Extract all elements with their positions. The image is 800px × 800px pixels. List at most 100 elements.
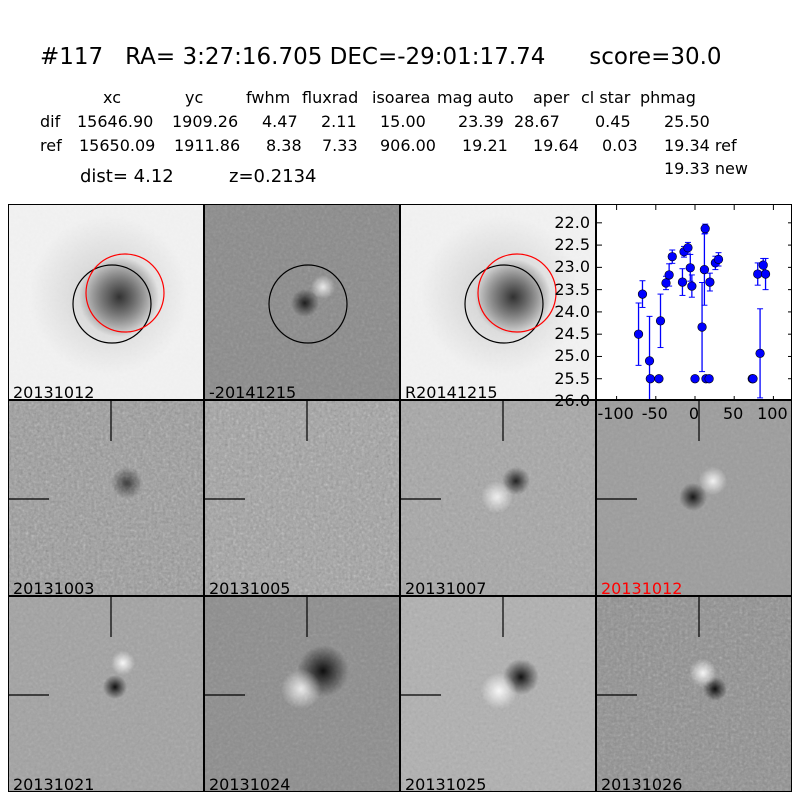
row-label: dif [40, 112, 61, 131]
table-cell: 15650.09 [79, 136, 156, 155]
marker [758, 260, 768, 270]
figure-title: #117 RA= 3:27:16.705 DEC=-29:01:17.74 sc… [40, 44, 722, 70]
table-cell: 906.00 [380, 136, 436, 155]
stamp-date-label: 20131026 [601, 775, 683, 792]
column-header: aper [533, 88, 570, 107]
table-cell: 15.00 [380, 112, 426, 131]
marker [748, 374, 758, 384]
source-blob [421, 215, 581, 375]
table-cell: 2.11 [321, 112, 357, 131]
x-tick-label: -50 [641, 404, 668, 423]
column-header: mag auto [437, 88, 514, 107]
stamp-date-label: 20131007 [405, 579, 487, 596]
y-tick-label: 23.0 [554, 257, 590, 277]
table-cell: 19.64 [533, 136, 579, 155]
x-tick-label: 50 [723, 404, 744, 423]
data-point [664, 263, 674, 287]
source-blob [679, 483, 707, 511]
marker [713, 254, 724, 264]
stamp-date-label: 20131021 [13, 775, 95, 792]
image-stamp: 20131012 [596, 400, 792, 596]
source-blob [103, 675, 127, 699]
image-stamp: 20131007 [400, 400, 596, 596]
table-cell: 0.03 [602, 136, 638, 155]
marker [661, 278, 671, 288]
ref-aperture-circle [85, 253, 165, 333]
stamp-date-label: 20131012 [13, 383, 95, 400]
stamp-date-label: 20131024 [209, 775, 291, 792]
source-blob [481, 481, 513, 513]
table-cell: 1909.26 [172, 112, 239, 131]
marker [683, 243, 693, 253]
data-point [633, 302, 644, 366]
marker [677, 277, 688, 287]
phmag-new: 19.33 new [664, 159, 748, 178]
source-blob [481, 673, 517, 709]
marker [664, 270, 674, 280]
y-tick-label: 25.0 [554, 346, 590, 366]
table-cell: 28.67 [514, 112, 560, 131]
x-tick-label: -100 [597, 404, 634, 423]
stamp-date-label: 20131005 [209, 579, 291, 596]
light-curve-plot [596, 204, 792, 400]
data-point [705, 272, 715, 292]
data-point [704, 374, 714, 384]
data-point [677, 268, 688, 296]
data-point [700, 223, 710, 234]
marker [633, 329, 644, 339]
column-header: xc [103, 88, 121, 107]
data-point [713, 252, 724, 267]
aperture-circle [72, 264, 152, 344]
data-point [637, 280, 648, 308]
aperture-circle [464, 264, 544, 344]
stamp-date-label: -20141215 [209, 383, 297, 400]
table-cell: 19.34 ref [664, 136, 737, 155]
dist-text: dist= 4.12 [80, 166, 174, 187]
marker [700, 224, 710, 234]
column-header: fluxrad [302, 88, 359, 107]
marker [644, 356, 655, 366]
data-point [654, 374, 664, 384]
ref-aperture-circle [477, 253, 557, 333]
column-header: fwhm [246, 88, 291, 107]
marker [645, 374, 655, 384]
y-tick-label: 23.5 [554, 279, 590, 299]
table-cell: 25.50 [664, 112, 710, 131]
data-point [645, 374, 655, 384]
y-tick-label: 24.0 [554, 301, 590, 321]
data-point [655, 293, 666, 349]
data-point [687, 274, 697, 298]
stamp-date-label: R20141215 [405, 383, 498, 400]
table-cell: 19.21 [462, 136, 508, 155]
stamp-date-label: 20131003 [13, 579, 95, 596]
data-point [697, 282, 707, 373]
column-header: isoarea [372, 88, 431, 107]
stamp-date-label: 20131025 [405, 775, 487, 792]
table-cell: 8.38 [266, 136, 302, 155]
data-point [661, 275, 671, 291]
marker [753, 269, 763, 279]
column-header: yc [185, 88, 204, 107]
row-label: ref [40, 136, 62, 155]
image-stamp: 20131024 [204, 596, 400, 792]
marker [697, 322, 707, 332]
redshift-text: z=0.2134 [229, 166, 317, 187]
source-blob [699, 467, 727, 495]
source-blob [291, 289, 319, 317]
table-cell: 15646.90 [77, 112, 154, 131]
data-point [748, 374, 758, 384]
data-point [755, 308, 765, 399]
image-stamp: 20131026 [596, 596, 792, 792]
marker [755, 348, 765, 358]
data-point [667, 249, 677, 264]
marker [637, 289, 648, 299]
table-cell: 4.47 [262, 112, 298, 131]
image-stamp: 20131021 [8, 596, 204, 792]
column-header: cl star [581, 88, 631, 107]
marker [685, 263, 695, 273]
image-stamp: R20141215 [400, 204, 596, 400]
image-stamp: 20131012 [8, 204, 204, 400]
image-stamp: 20131003 [8, 400, 204, 596]
image-stamp: -20141215 [204, 204, 400, 400]
